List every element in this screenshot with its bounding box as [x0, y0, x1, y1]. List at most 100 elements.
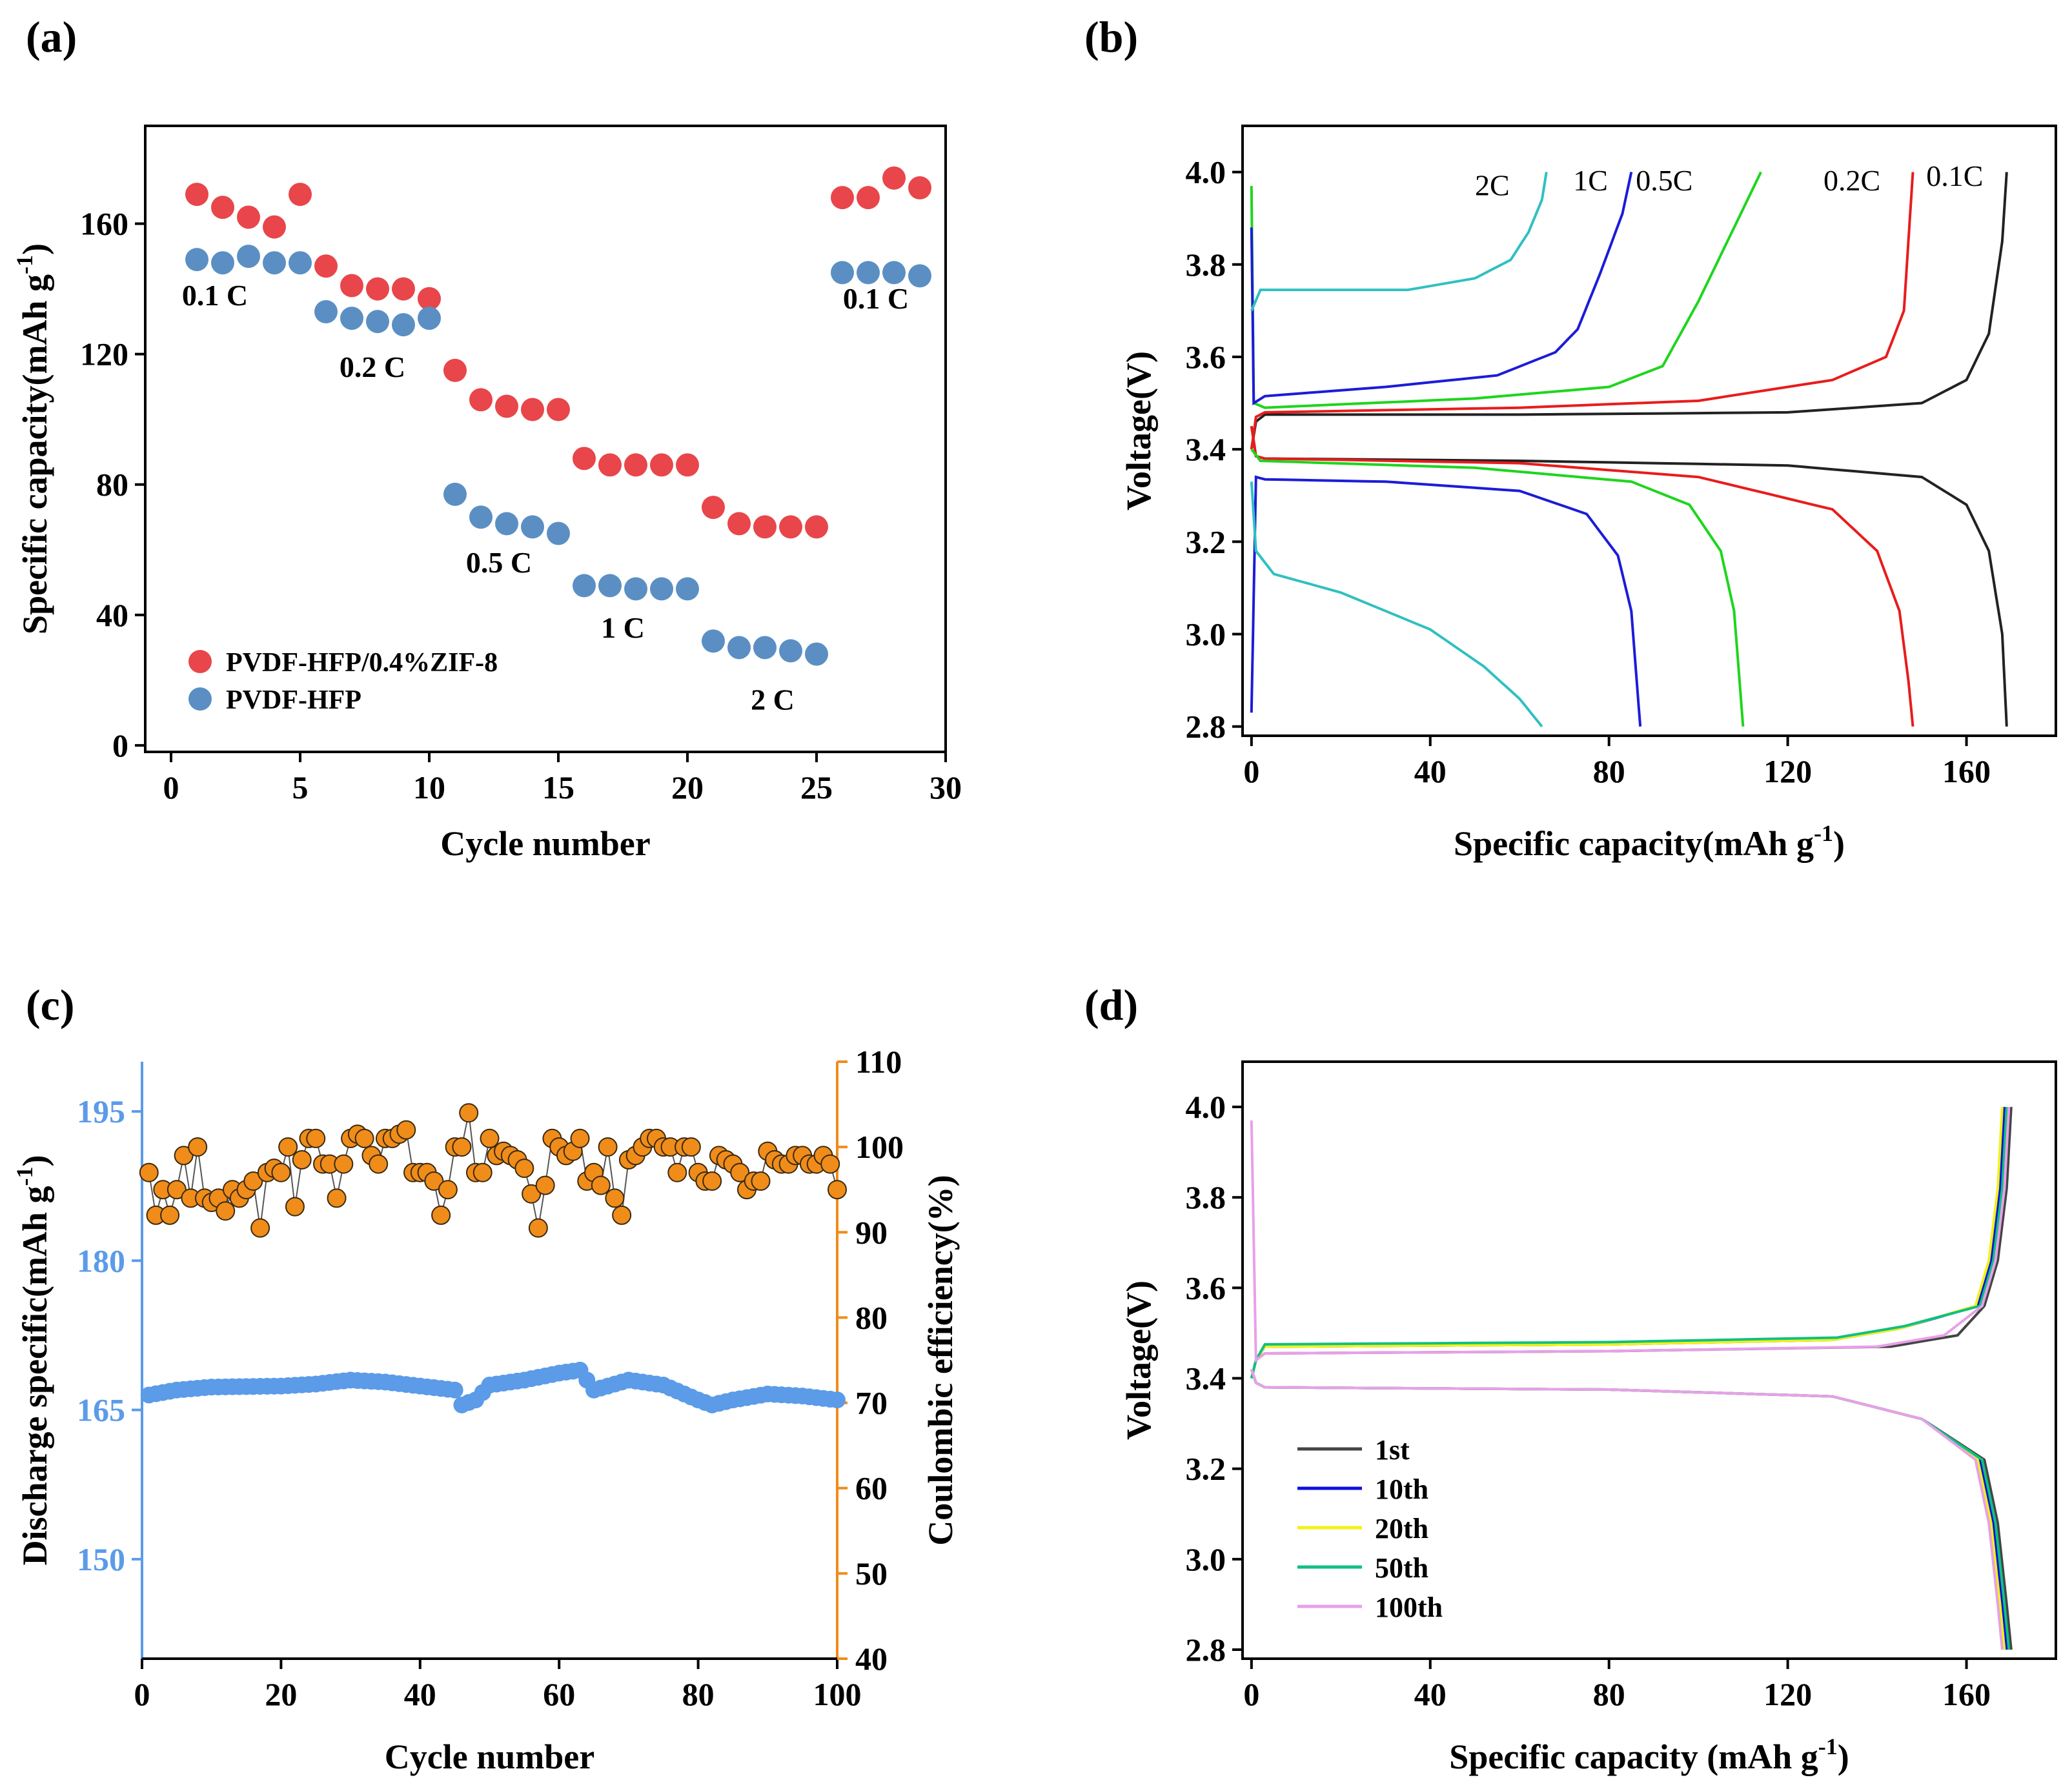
c-efficiency-point: [535, 1175, 555, 1195]
a-point-zif8: [443, 358, 467, 382]
c-efficiency-point: [160, 1205, 180, 1225]
b-xtick-label: 0: [1243, 753, 1259, 789]
a-point-pvdf: [702, 629, 725, 653]
a-point-zif8: [469, 388, 493, 412]
chart-panel-d: 0 40 80 120 160 2.8 3.0 3.2 3.4 3.6 3.8 4.0 Specific…: [1119, 1060, 2057, 1776]
c-xtick-label: 60: [543, 1676, 575, 1712]
a-ytick-label: 80: [96, 467, 128, 503]
a-point-zif8: [779, 515, 802, 539]
a-point-zif8: [573, 447, 596, 471]
b-curve-label: 1C: [1573, 164, 1608, 197]
a-point-pvdf: [185, 248, 208, 272]
c-efficiency-point: [327, 1188, 347, 1208]
a-rate-label: 0.1 C: [843, 282, 909, 315]
b-ytick-label: 4.0: [1186, 154, 1226, 190]
c-ytick-right-label: 70: [855, 1385, 888, 1421]
a-ylabel-sup: -1: [12, 255, 37, 274]
a-ylabel-main: Specific capacity(mAh g: [15, 274, 54, 634]
b-curve-label: 0.2C: [1823, 164, 1880, 197]
panel-label-d: (d): [1084, 980, 1138, 1029]
c-ylabel-end: ): [15, 1155, 54, 1167]
c-efficiency-point: [472, 1162, 493, 1182]
b-xlabel-end: ): [1833, 824, 1845, 863]
b-ytick-label: 3.4: [1186, 431, 1226, 467]
a-point-pvdf: [418, 307, 441, 330]
c-efficiency-point: [605, 1188, 625, 1208]
a-point-pvdf: [366, 310, 389, 334]
a-ylabel-end: ): [15, 243, 54, 255]
a-point-pvdf: [882, 261, 906, 285]
c-ytick-label: 165: [77, 1392, 125, 1428]
a-point-pvdf: [547, 521, 570, 545]
a-point-zif8: [753, 515, 777, 539]
c-ytick-right-label: 50: [855, 1555, 888, 1592]
a-legend-label: PVDF-HFP/0.4%ZIF-8: [226, 648, 498, 678]
c-ytick-label: 180: [77, 1242, 125, 1279]
a-rate-label: 0.1 C: [182, 279, 248, 312]
a-point-zif8: [263, 215, 286, 239]
d-legend-label: 100th: [1375, 1592, 1443, 1623]
b-xlabel: Specific capacity(mAh g-1): [1454, 820, 1845, 863]
b-curve-label: 0.5C: [1636, 164, 1692, 197]
a-xtick-label: 0: [163, 769, 179, 805]
d-xlabel: Specific capacity (mAh g-1): [1449, 1734, 1849, 1776]
a-point-pvdf: [263, 251, 286, 275]
d-ytick-label: 4.0: [1186, 1089, 1226, 1125]
d-xlabel-end: ): [1838, 1737, 1849, 1776]
b-charge-curve-0.5C: [1250, 171, 1762, 409]
panel-label-c: (c): [26, 980, 74, 1029]
c-efficiency-point: [612, 1205, 632, 1225]
a-point-pvdf: [237, 245, 260, 268]
c-efficiency-point: [598, 1137, 618, 1157]
c-ytick-right-label: 40: [855, 1641, 888, 1677]
a-point-zif8: [908, 176, 931, 199]
b-xtick-label: 160: [1942, 753, 1991, 789]
a-point-zif8: [702, 496, 725, 520]
d-charge-curve-20th: [1250, 1106, 2004, 1379]
d-ytick-label: 3.8: [1186, 1179, 1226, 1215]
c-efficiency-point: [828, 1180, 847, 1200]
d-xlabel-main: Specific capacity (mAh g: [1449, 1737, 1818, 1776]
c-xtick-label: 80: [682, 1676, 715, 1712]
c-efficiency-point: [438, 1180, 458, 1200]
a-point-zif8: [857, 186, 880, 210]
b-ytick-label: 3.6: [1186, 339, 1226, 375]
a-ytick-label: 160: [80, 206, 128, 242]
a-ytick-label: 120: [80, 336, 128, 372]
d-charge-curve-50th: [1250, 1106, 2008, 1379]
d-discharge-curve-100th: [1250, 1368, 2004, 1650]
a-point-pvdf: [805, 642, 828, 666]
c-efficiency-point: [174, 1146, 194, 1166]
c-efficiency-point: [271, 1162, 291, 1182]
a-xtick-label: 25: [800, 769, 833, 805]
a-point-pvdf: [624, 577, 647, 601]
a-point-zif8: [727, 512, 751, 536]
b-discharge-curve-1C: [1250, 475, 1642, 727]
c-efficiency-point: [292, 1149, 312, 1169]
c-ylabel-right: Coulombic efficiency(%): [921, 1175, 960, 1545]
c-ytick-right-label: 60: [855, 1470, 888, 1506]
a-point-zif8: [314, 254, 338, 278]
c-ylabel: Discharge specific(mAh g-1): [12, 1155, 54, 1566]
c-efficiency-point: [514, 1159, 534, 1179]
a-point-pvdf: [650, 577, 673, 601]
a-point-pvdf: [211, 251, 234, 275]
c-efficiency-point: [396, 1120, 416, 1140]
a-point-zif8: [598, 453, 622, 477]
a-point-pvdf: [314, 299, 338, 323]
a-point-pvdf: [289, 251, 312, 275]
a-xtick-label: 15: [542, 769, 574, 805]
c-efficiency-point: [167, 1180, 187, 1200]
b-xlabel-sup: -1: [1814, 820, 1833, 846]
a-point-pvdf: [676, 577, 699, 601]
b-xlabel-main: Specific capacity(mAh g: [1454, 824, 1814, 863]
c-capacity-point: [829, 1391, 846, 1409]
b-xtick-label: 120: [1763, 753, 1812, 789]
d-charge-curve-100th: [1250, 1106, 2011, 1363]
d-xtick-label: 40: [1414, 1676, 1447, 1712]
a-point-pvdf: [857, 261, 880, 285]
d-xtick-label: 0: [1243, 1676, 1259, 1712]
a-point-pvdf: [469, 505, 493, 529]
a-point-zif8: [418, 287, 441, 310]
a-point-zif8: [185, 183, 208, 207]
